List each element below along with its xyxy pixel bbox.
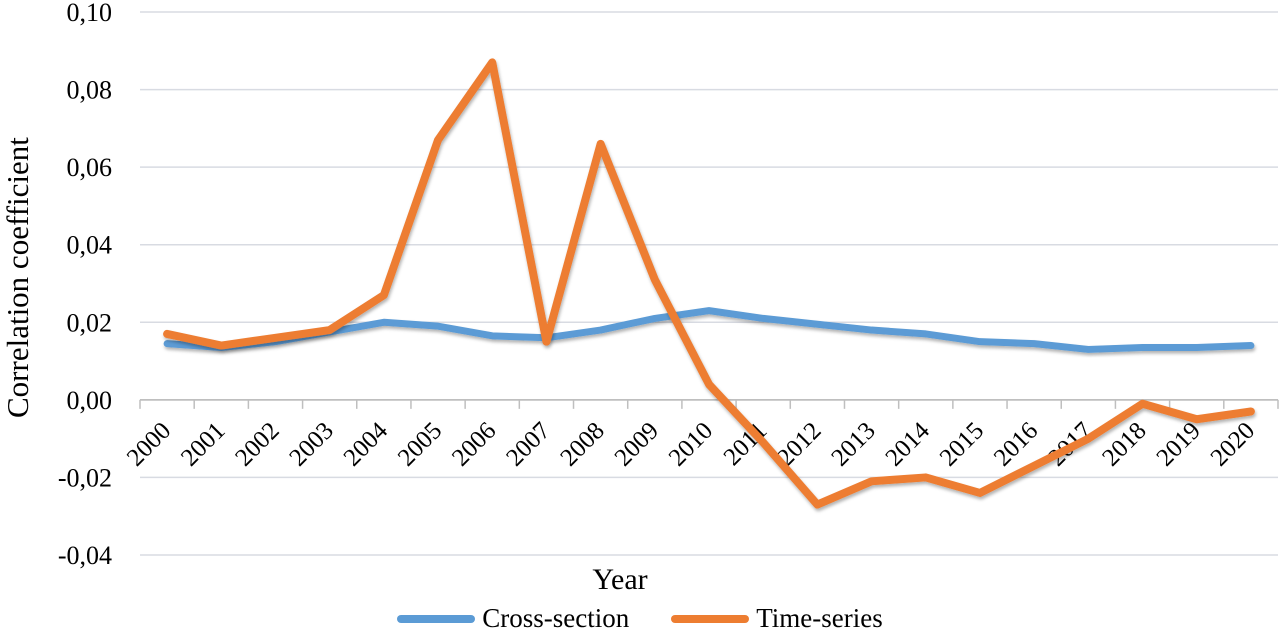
x-tick-label: 2014 [881, 417, 936, 472]
legend-label-cross-section: Cross-section [482, 603, 630, 633]
legend-item-cross-section: Cross-section [397, 605, 629, 632]
x-tick-label: 2010 [664, 417, 718, 471]
legend-label-time-series: Time-series [756, 603, 883, 633]
x-tick-label: 2005 [393, 417, 447, 471]
y-tick-label: 0,08 [67, 76, 113, 105]
x-tick-label: 2004 [339, 417, 394, 472]
x-tick-label: 2003 [284, 417, 338, 471]
x-tick-label: 2019 [1152, 417, 1206, 471]
y-tick-label: 0,10 [67, 0, 113, 27]
x-tick-label: 2002 [230, 417, 284, 471]
x-tick-label: 2009 [610, 417, 664, 471]
y-tick-label: 0,06 [67, 153, 113, 182]
legend-swatch-cross-section-line [397, 614, 476, 623]
y-tick-label: 0,00 [67, 386, 113, 415]
y-tick-label: 0,02 [67, 308, 113, 337]
x-tick-label: 2008 [555, 417, 609, 471]
y-tick-label: -0,04 [58, 541, 112, 570]
legend-item-time-series: Time-series [671, 605, 883, 632]
legend: Cross-section Time-series [0, 603, 1280, 634]
x-tick-label: 2015 [935, 417, 989, 471]
x-tick-label: 2013 [826, 417, 880, 471]
x-tick-label: 2006 [447, 417, 501, 471]
x-tick-label: 2007 [501, 417, 555, 471]
y-tick-label: 0,04 [67, 231, 113, 260]
legend-swatch-time-series-line [671, 614, 750, 623]
y-axis-title: Correlation coefficient [0, 137, 35, 418]
x-tick-label: 2020 [1206, 417, 1260, 471]
y-tick-label: -0,02 [58, 463, 112, 492]
series-line-cross-section [163, 307, 1255, 353]
x-tick-label: 2001 [176, 417, 230, 471]
series-line-time-series [163, 58, 1255, 509]
x-axis-title: Year [592, 563, 648, 596]
x-tick-label: 2000 [122, 417, 176, 471]
